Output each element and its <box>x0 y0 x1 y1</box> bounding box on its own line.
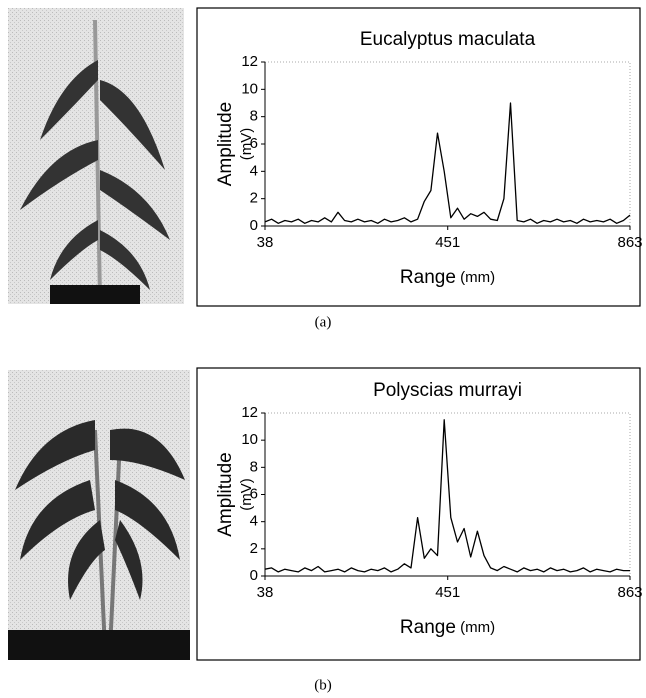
y-tick-label: 4 <box>250 162 258 179</box>
y-tick-label: 8 <box>250 108 258 125</box>
y-tick-label: 12 <box>241 53 258 70</box>
y-tick-label: 6 <box>250 135 258 152</box>
y-tick-label: 6 <box>250 485 258 502</box>
y-axis-unit: (mV) <box>238 128 255 161</box>
data-line <box>264 419 630 573</box>
caption: (b) <box>314 677 332 693</box>
plot-frame <box>264 412 631 577</box>
x-axis-label-text: Range <box>400 617 456 638</box>
y-axis-label: Amplitude <box>215 102 236 187</box>
x-tick-label: 451 <box>435 584 460 601</box>
panel-frame <box>196 367 641 661</box>
y-tick-label: 10 <box>241 431 258 448</box>
panel-frame <box>196 7 641 307</box>
x-axis-unit: (mm) <box>456 269 495 286</box>
y-tick-label: 12 <box>241 404 258 421</box>
y-tick-label: 4 <box>250 513 258 530</box>
x-axis-label: Range (mm) <box>400 267 495 288</box>
y-tick-label: 8 <box>250 458 258 475</box>
y-tick-label: 2 <box>250 540 258 557</box>
x-axis-label: Range (mm) <box>400 617 495 638</box>
plot-frame <box>264 61 631 227</box>
y-tick-label: 10 <box>241 80 258 97</box>
photo-b <box>8 370 190 660</box>
x-tick-label: 38 <box>257 584 274 601</box>
x-tick-label: 38 <box>257 234 274 251</box>
x-axis-unit: (mm) <box>456 619 495 636</box>
x-tick-label: 863 <box>617 584 642 601</box>
caption: (a) <box>315 314 332 330</box>
y-tick-label: 0 <box>250 217 258 234</box>
x-tick-label: 451 <box>435 234 460 251</box>
data-line <box>264 102 631 224</box>
y-tick-label: 2 <box>250 190 258 207</box>
x-axis-label-text: Range <box>400 267 456 288</box>
y-tick-label: 0 <box>250 567 258 584</box>
photo-a <box>8 8 184 304</box>
chart-title: Eucalyptus maculata <box>360 29 536 50</box>
y-axis-unit: (mV) <box>238 478 255 511</box>
chart-title: Polyscias murrayi <box>373 380 522 401</box>
x-tick-label: 863 <box>617 234 642 251</box>
y-axis-label: Amplitude <box>215 452 236 537</box>
